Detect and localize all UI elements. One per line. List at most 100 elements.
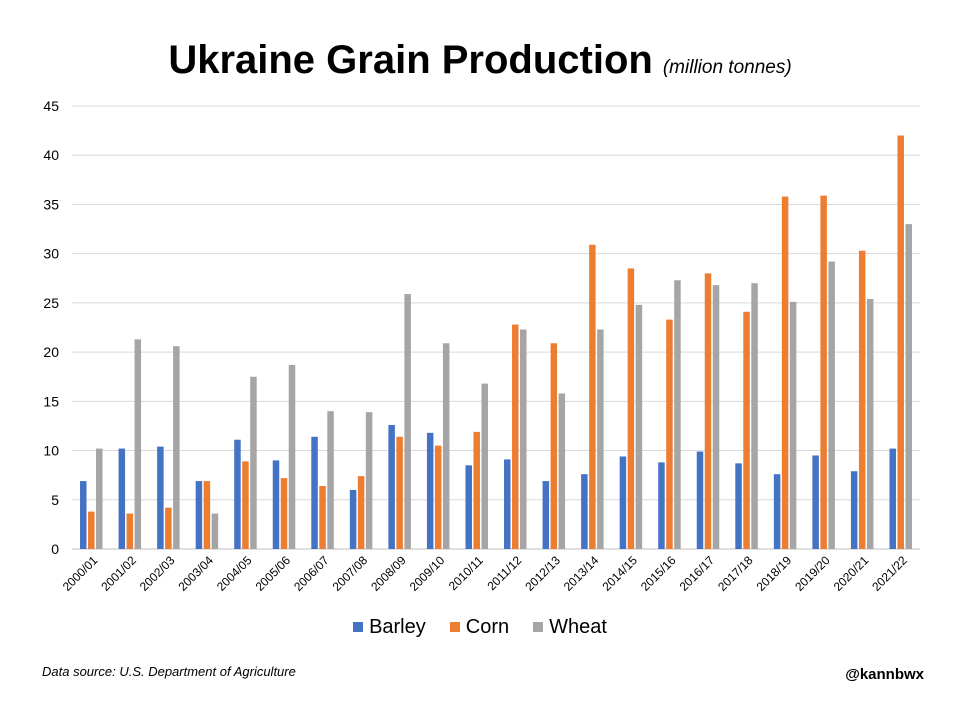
bar-barley — [234, 439, 241, 549]
bar-corn — [666, 319, 673, 549]
bar-wheat — [481, 383, 488, 549]
legend-item-corn: Corn — [449, 616, 510, 639]
y-tick-label: 15 — [43, 393, 59, 409]
bar-corn — [434, 445, 442, 549]
bar-corn — [781, 196, 789, 549]
bar-wheat — [442, 343, 450, 549]
bar-wheat — [173, 346, 180, 549]
data-source-note: Data source: U.S. Department of Agricult… — [42, 664, 296, 679]
bar-barley — [465, 465, 472, 549]
x-tick-label: 2005/06 — [253, 553, 294, 594]
bar-corn — [473, 431, 480, 549]
bar-barley — [504, 459, 511, 549]
legend-swatch — [449, 622, 460, 632]
y-tick-label: 10 — [43, 443, 59, 459]
chart-legend: Barley Corn Wheat — [0, 616, 960, 639]
bar-corn — [165, 507, 172, 549]
bar-barley — [118, 448, 126, 549]
legend-swatch — [533, 622, 544, 632]
bar-wheat — [597, 329, 604, 549]
bar-wheat — [404, 294, 411, 549]
y-tick-label: 30 — [43, 246, 59, 262]
bar-wheat — [520, 329, 527, 549]
y-tick-label: 0 — [51, 541, 59, 557]
bar-wheat — [96, 448, 103, 549]
bar-barley — [658, 462, 665, 549]
bar-corn — [357, 476, 365, 549]
bar-barley — [850, 471, 858, 549]
bar-barley — [388, 424, 395, 549]
bar-corn — [897, 135, 904, 550]
x-tick-label: 2002/03 — [137, 553, 178, 594]
legend-swatch — [353, 622, 364, 632]
bar-corn — [242, 461, 249, 549]
bar-barley — [735, 463, 742, 549]
legend-label: Barley — [369, 616, 426, 638]
bar-barley — [619, 456, 627, 549]
x-tick-label: 2011/12 — [484, 553, 524, 593]
bar-barley — [889, 448, 896, 549]
legend-label: Wheat — [549, 616, 607, 638]
y-tick-label: 40 — [43, 147, 59, 163]
bar-barley — [157, 446, 164, 549]
bar-corn — [319, 485, 326, 549]
bar-corn — [550, 343, 558, 549]
bar-wheat — [789, 301, 797, 549]
bar-corn — [396, 436, 403, 549]
x-tick-label: 2018/19 — [754, 553, 795, 594]
bar-wheat — [250, 376, 257, 549]
bar-wheat — [866, 298, 874, 549]
bar-barley — [426, 432, 434, 549]
bar-barley — [773, 474, 781, 549]
bar-barley — [80, 481, 87, 549]
bar-wheat — [828, 261, 835, 549]
author-credit: @kannbwx — [845, 666, 924, 683]
bar-corn — [627, 268, 635, 549]
y-tick-label: 25 — [43, 295, 59, 311]
bar-wheat — [712, 285, 720, 549]
x-tick-label: 2000/01 — [60, 553, 101, 594]
bar-wheat — [134, 339, 142, 549]
bar-corn — [88, 511, 95, 549]
bar-corn — [589, 244, 596, 549]
chart-title: Ukraine Grain Production (million tonnes) — [0, 38, 960, 83]
legend-item-barley: Barley — [353, 616, 426, 639]
x-tick-label: 2016/17 — [677, 553, 718, 594]
bar-barley — [581, 474, 588, 549]
y-tick-label: 35 — [43, 196, 59, 212]
bar-wheat — [674, 280, 681, 549]
bar-wheat — [751, 283, 758, 549]
x-tick-label: 2003/04 — [175, 553, 216, 594]
bar-wheat — [327, 411, 334, 549]
chart-subtitle: (million tonnes) — [662, 57, 792, 78]
bar-wheat — [635, 304, 643, 549]
bar-corn — [280, 478, 288, 549]
bar-wheat — [211, 513, 219, 549]
x-tick-label: 2009/10 — [407, 553, 448, 594]
x-tick-label: 2008/09 — [368, 553, 409, 594]
legend-label: Corn — [465, 616, 510, 638]
bar-corn — [743, 311, 750, 549]
bar-corn — [126, 513, 134, 549]
x-tick-label: 2015/16 — [638, 553, 679, 594]
x-tick-label: 2010/11 — [446, 553, 486, 593]
bar-wheat — [288, 364, 296, 549]
y-tick-label: 20 — [43, 344, 59, 360]
bar-corn — [203, 481, 211, 549]
chart-title-main: Ukraine Grain Production — [168, 38, 653, 82]
x-tick-label: 2012/13 — [522, 553, 563, 594]
x-tick-label: 2013/14 — [561, 553, 602, 594]
bar-barley — [696, 451, 704, 549]
x-tick-label: 2020/21 — [831, 553, 872, 594]
x-tick-label: 2001/02 — [98, 553, 139, 594]
legend-item-wheat: Wheat — [533, 616, 607, 639]
bar-corn — [704, 273, 712, 549]
bar-corn — [820, 195, 827, 549]
x-tick-label: 2021/22 — [869, 553, 910, 594]
bar-barley — [311, 436, 318, 549]
bar-wheat — [365, 412, 373, 549]
bar-barley — [812, 455, 819, 549]
x-tick-label: 2019/20 — [792, 553, 833, 594]
x-tick-label: 2006/07 — [291, 553, 332, 594]
